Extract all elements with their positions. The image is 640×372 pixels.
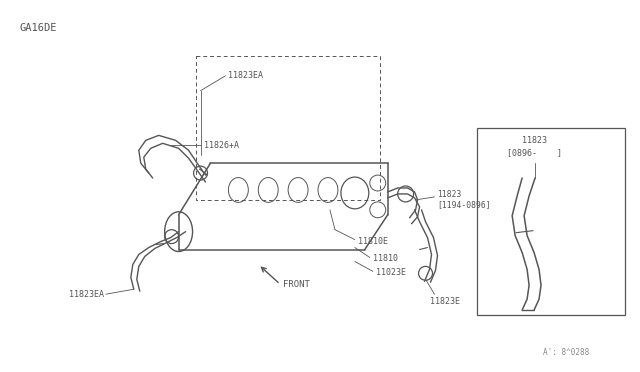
Bar [477, 128, 625, 315]
Text: 11823EA: 11823EA [69, 290, 104, 299]
Text: 11823EA: 11823EA [228, 71, 264, 80]
Text: FRONT: FRONT [283, 280, 310, 289]
Bar [196, 56, 380, 200]
Text: 11810E: 11810E [358, 237, 388, 246]
Text: 11810: 11810 [372, 254, 398, 263]
Text: 11823E: 11823E [429, 297, 460, 306]
Text: GA16DE: GA16DE [19, 23, 57, 33]
Text: 11023E: 11023E [376, 268, 406, 278]
Text: 11826+A: 11826+A [204, 141, 239, 150]
Text: [0896-    ]: [0896- ] [507, 148, 562, 157]
Text: A': 8^0288: A': 8^0288 [543, 348, 589, 357]
Text: 11823: 11823 [522, 137, 547, 145]
Text: 11823
[1194-0896]: 11823 [1194-0896] [438, 190, 491, 209]
